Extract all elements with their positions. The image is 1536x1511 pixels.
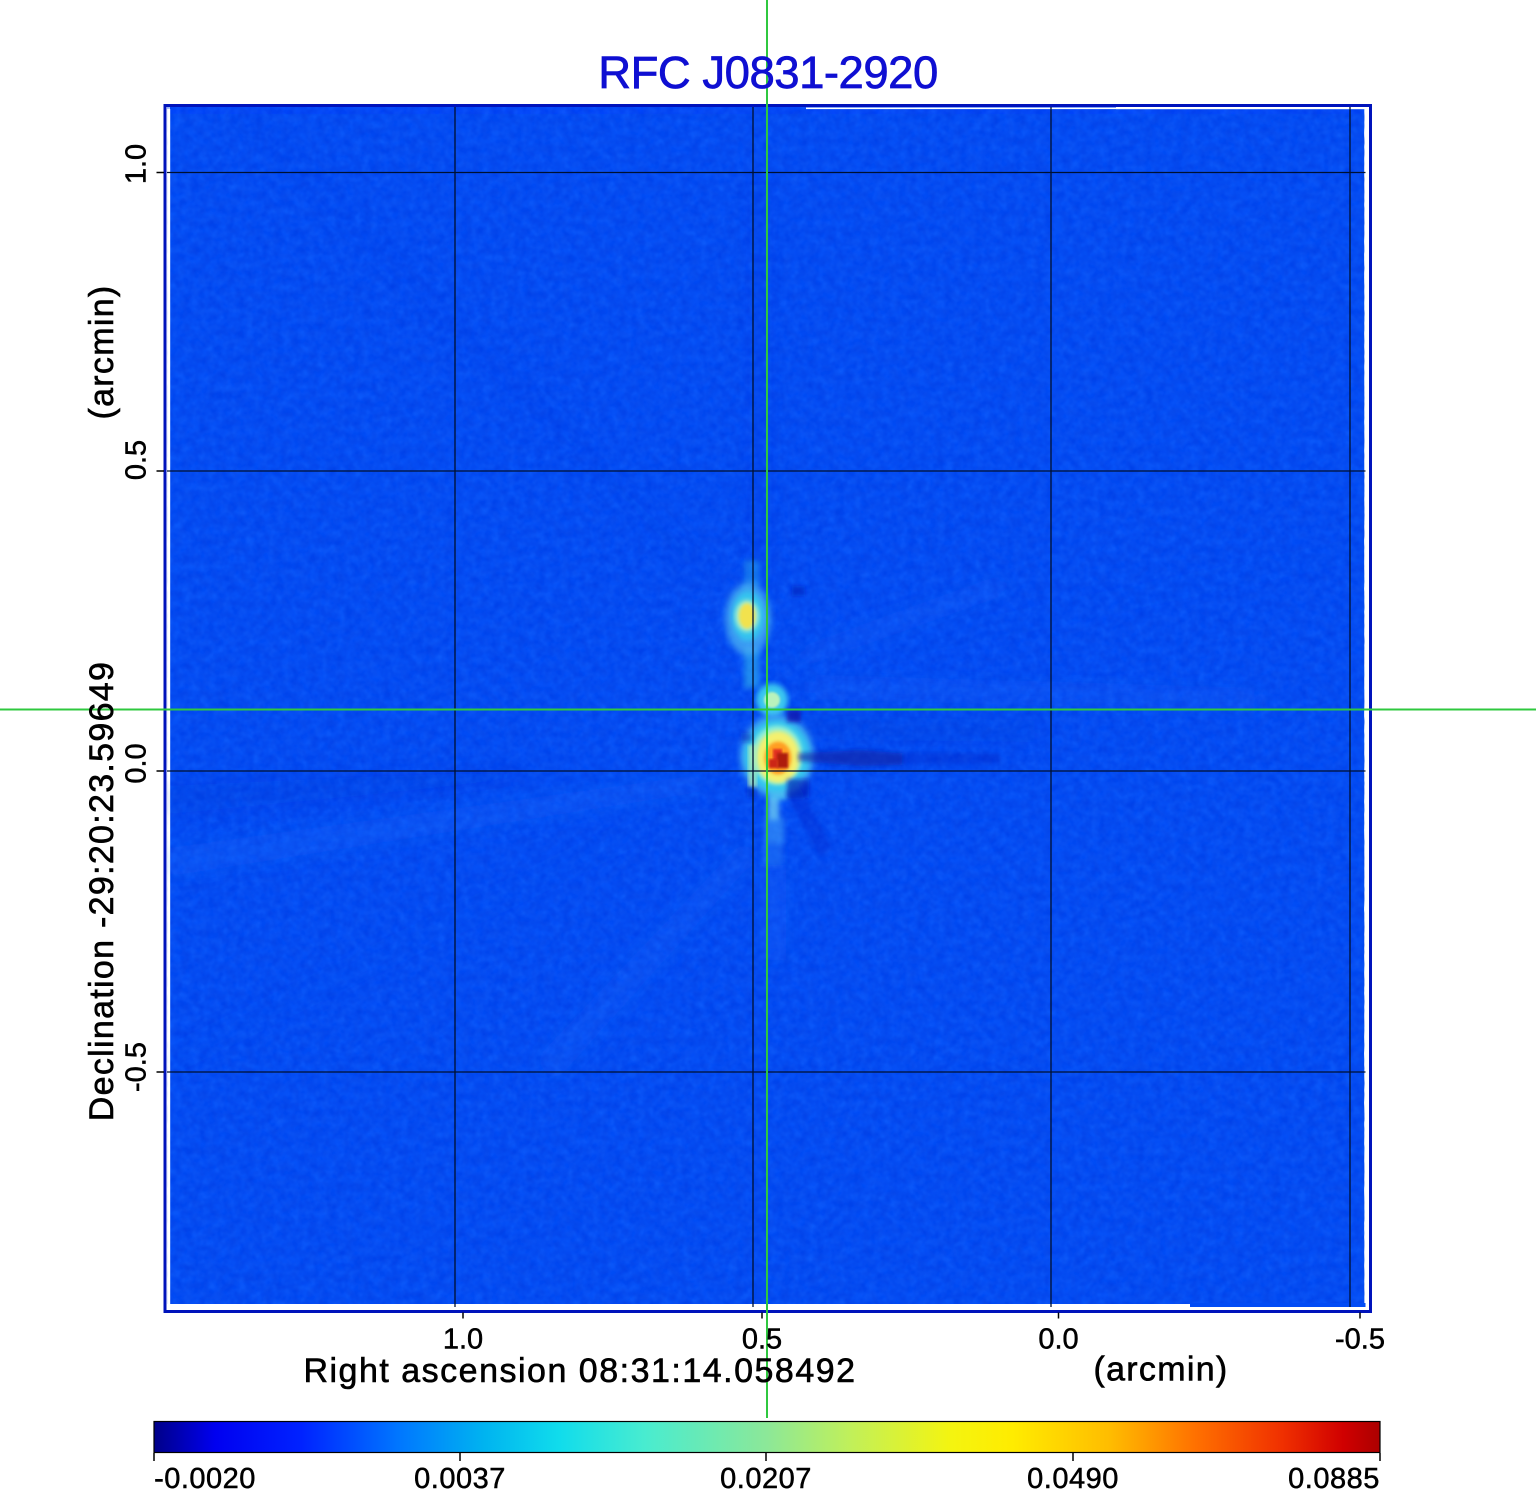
svg-text:(arcmin): (arcmin) — [1093, 1351, 1228, 1389]
svg-text:-0.0020: -0.0020 — [154, 1463, 256, 1495]
svg-text:0.0490: 0.0490 — [1027, 1463, 1119, 1495]
svg-text:0.0: 0.0 — [121, 743, 153, 783]
svg-text:RFC J0831-2920: RFC J0831-2920 — [598, 47, 938, 98]
svg-text:-0.5: -0.5 — [1335, 1324, 1385, 1356]
svg-text:0.0207: 0.0207 — [720, 1463, 812, 1495]
svg-text:0.5: 0.5 — [742, 1324, 782, 1356]
svg-text:-0.5: -0.5 — [121, 1042, 153, 1092]
svg-text:0.0037: 0.0037 — [414, 1463, 506, 1495]
svg-text:Right ascension 08:31:14.0584: Right ascension 08:31:14.058492 — [303, 1352, 856, 1390]
svg-text:Declination -29:20:23.59649: Declination -29:20:23.59649 — [83, 661, 121, 1121]
svg-text:0.0885: 0.0885 — [1288, 1463, 1380, 1495]
svg-text:0.5: 0.5 — [121, 440, 153, 480]
svg-text:0.0: 0.0 — [1038, 1324, 1078, 1356]
svg-text:(arcmin): (arcmin) — [83, 284, 121, 419]
svg-text:1.0: 1.0 — [121, 144, 153, 184]
svg-text:1.0: 1.0 — [443, 1324, 483, 1356]
